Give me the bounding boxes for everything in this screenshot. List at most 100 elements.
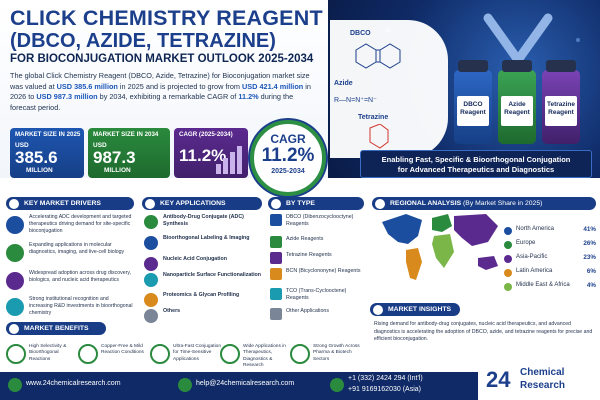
type-item: Tetrazine Reagents — [270, 252, 366, 268]
legend-swatch — [270, 268, 282, 280]
footer-email[interactable]: help@24chemicalresearch.com — [196, 380, 295, 387]
legend-swatch — [270, 308, 282, 320]
section-heading-applications: KEY APPLICATIONS — [142, 197, 262, 210]
growth-bars-icon — [216, 146, 242, 174]
type-item: DBCO (Dibenzocyclooctyne) Reagents — [270, 214, 366, 230]
stat-unit: MILLION — [104, 167, 131, 174]
application-item: Antibody-Drug Conjugate (ADC) Synthesis — [144, 214, 262, 232]
chem-label-tetrazine: Tetrazine — [358, 114, 389, 121]
target-icon — [9, 198, 19, 209]
research-icon — [220, 344, 240, 364]
stat-value: 987.3 — [93, 148, 136, 167]
benefit-item: Wide Applications in Therapeutics, Diagn… — [220, 342, 290, 372]
globe-icon — [8, 378, 22, 392]
application-item: Proteomics & Glycan Profiling — [144, 292, 262, 310]
chemical-structures: DBCO Azide R—N=N⁺=N⁻ Tetrazine — [330, 20, 448, 158]
application-item: Nanoparticle Surface Functionalization — [144, 272, 262, 290]
benefit-item: High Selectivity & Bioorthogonal Reactio… — [6, 342, 76, 372]
insights-section: MARKET INSIGHTS Rising demand for antibo… — [370, 303, 596, 371]
stat-card-2034: MARKET SIZE IN 2034 USD 987.3 MILLION — [88, 128, 170, 178]
cagr-badge: CAGR 11.2% 2025-2034 — [250, 120, 326, 196]
stat-unit: MILLION — [26, 167, 53, 174]
stat-label: CAGR (2025-2034) — [179, 131, 233, 138]
section-heading-regional: REGIONAL ANALYSIS (By Market Share in 20… — [372, 197, 596, 210]
region-item: Europe 26% — [504, 239, 596, 251]
map-middle-east-africa — [432, 234, 454, 268]
stat-value: 385.6 — [15, 148, 58, 167]
benefits-section: MARKET BENEFITS High Selectivity & Bioor… — [6, 322, 360, 372]
map-latin-america — [406, 248, 422, 280]
application-item: Nucleic Acid Conjugation — [144, 256, 262, 274]
driver-item: Expanding applications in molecular diag… — [6, 242, 134, 270]
region-item: North America 41% — [504, 225, 596, 237]
legend-swatch — [270, 288, 282, 300]
stat-label: MARKET SIZE IN 2034 — [93, 131, 159, 138]
stat-currency: USD — [15, 142, 29, 149]
vial-label: DBCO Reagent — [457, 96, 489, 126]
map-europe — [432, 214, 452, 232]
vial-azide: Azide Reagent — [498, 60, 536, 144]
checkmark-icon — [6, 344, 26, 364]
phone-icon — [330, 378, 344, 392]
flask-icon — [6, 272, 24, 290]
page-title-subline: (DBCO, AZIDE, TETRAZINE) — [10, 30, 276, 52]
antibody-icon — [144, 215, 158, 229]
company-logo: 24 Chemical Research — [478, 362, 600, 400]
region-item: Asia-Pacific 23% — [504, 253, 596, 265]
map-north-america — [382, 214, 422, 244]
cagr-period: 2025-2034 — [271, 168, 305, 175]
map-oceania — [478, 256, 498, 270]
chem-label-dbco: DBCO — [350, 30, 371, 37]
chem-label-azide: Azide — [334, 80, 353, 87]
molecule-icon — [145, 198, 155, 209]
cagr-label: CAGR — [270, 132, 306, 146]
insights-text: Rising demand for antibody-drug conjugat… — [374, 321, 593, 343]
section-heading-types: BY TYPE — [268, 197, 364, 210]
dbco-structure-icon — [355, 43, 401, 69]
type-item: BCN (Bicyclononyne) Reagents — [270, 268, 366, 284]
section-heading-benefits: MARKET BENEFITS — [6, 322, 106, 335]
stat-currency: USD — [93, 142, 107, 149]
stat-label: MARKET SIZE IN 2025 — [15, 131, 81, 138]
microscope-icon — [6, 244, 24, 262]
driver-item: Strong institutional recognition and inc… — [6, 296, 134, 324]
type-item: Other Applications — [270, 308, 366, 324]
tetrazine-structure-icon — [369, 124, 389, 149]
dna-icon — [144, 257, 158, 271]
more-icon — [144, 309, 158, 323]
benefit-item: Strong Growth Across Pharma & Biotech Se… — [290, 342, 360, 372]
vial-dbco: DBCO Reagent — [454, 60, 492, 144]
legend-swatch — [270, 236, 282, 248]
institution-icon — [6, 298, 24, 316]
nanoparticle-icon — [144, 273, 158, 287]
driver-item: Widespread adoption across drug discover… — [6, 270, 134, 298]
region-item: Latin America 6% — [504, 267, 596, 279]
speed-icon — [150, 344, 170, 364]
email-icon — [178, 378, 192, 392]
stat-card-cagr: CAGR (2025-2034) 11.2% — [174, 128, 248, 178]
page-title: CLICK CHEMISTRY REAGENT — [10, 6, 323, 30]
svg-text:R—N=N⁺=N⁻: R—N=N⁺=N⁻ — [334, 97, 377, 104]
vial-label: Azide Reagent — [501, 96, 533, 126]
type-item: TCO (Trans-Cyclooctene) Reagents — [270, 288, 366, 304]
type-item: Azide Reagents — [270, 236, 366, 252]
adc-icon — [6, 216, 24, 234]
region-item: Middle East & Africa 4% — [504, 281, 596, 293]
footer-phone-asia[interactable]: +91 9169162030 (Asia) — [348, 386, 421, 393]
stat-value: 11.2% — [179, 146, 227, 165]
globe-icon — [375, 198, 385, 209]
section-heading-drivers: KEY MARKET DRIVERS — [6, 197, 134, 210]
vial-label: Tetrazine Reagent — [545, 96, 577, 126]
stat-card-2025: MARKET SIZE IN 2025 USD 385.6 MILLION — [10, 128, 84, 178]
imaging-icon — [144, 236, 158, 250]
azide-structure-icon: R—N=N⁺=N⁻ — [334, 97, 377, 104]
copper-free-icon — [78, 344, 98, 364]
application-item: Bioorthogonal Labeling & Imaging — [144, 235, 262, 253]
footer-phone-intl[interactable]: +1 (332) 2424 294 (Int'l) — [348, 375, 423, 382]
footer-website[interactable]: www.24chemicalresearch.com — [26, 380, 121, 387]
proteomics-icon — [144, 293, 158, 307]
page-subtitle: FOR BIOCONJUGATION MARKET OUTLOOK 2025-2… — [10, 53, 314, 65]
lightbulb-icon — [373, 304, 383, 315]
legend-swatch — [270, 252, 282, 264]
driver-item: Accelerating ADC development and targete… — [6, 214, 134, 242]
